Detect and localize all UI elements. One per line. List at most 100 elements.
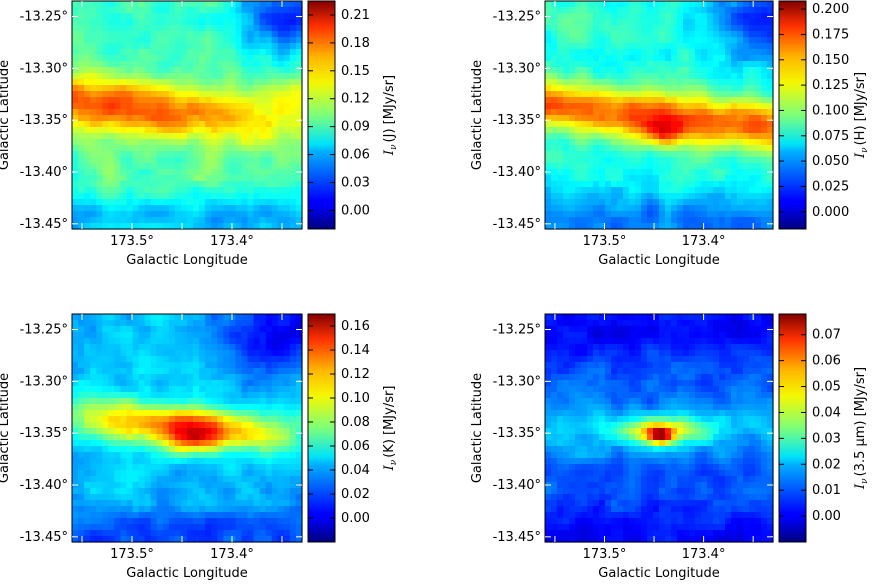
heatmap-cell bbox=[755, 175, 762, 182]
heatmap-cell bbox=[133, 476, 140, 483]
heatmap-cell bbox=[199, 416, 206, 423]
heatmap-cell bbox=[102, 344, 109, 351]
heatmap-cell bbox=[743, 139, 750, 146]
heatmap-cell bbox=[266, 121, 273, 128]
heatmap-cell bbox=[278, 344, 285, 351]
heatmap-cell bbox=[157, 67, 164, 74]
heatmap-cell bbox=[217, 386, 224, 393]
heatmap-cell bbox=[211, 49, 218, 56]
heatmap-cell bbox=[695, 175, 702, 182]
heatmap-cell bbox=[581, 404, 588, 411]
heatmap-cell bbox=[169, 488, 176, 495]
heatmap-cell bbox=[90, 121, 97, 128]
heatmap-cell bbox=[683, 67, 690, 74]
heatmap-cell bbox=[749, 19, 756, 26]
heatmap-cell bbox=[707, 139, 714, 146]
heatmap-cell bbox=[108, 488, 115, 495]
heatmap-cell bbox=[169, 133, 176, 140]
heatmap-cell bbox=[248, 145, 255, 152]
heatmap-cell bbox=[90, 476, 97, 483]
heatmap-cell bbox=[635, 199, 642, 206]
heatmap-cell bbox=[199, 320, 206, 327]
heatmap-cell bbox=[108, 31, 115, 38]
heatmap-cell bbox=[211, 434, 218, 441]
heatmap-cell bbox=[223, 416, 230, 423]
heatmap-cell bbox=[284, 169, 291, 176]
heatmap-cell bbox=[707, 145, 714, 152]
heatmap-cell bbox=[563, 49, 570, 56]
heatmap-cell bbox=[169, 7, 176, 14]
y-tick-label: -13.40° bbox=[20, 478, 68, 493]
heatmap-cell bbox=[235, 368, 242, 375]
heatmap-cell bbox=[659, 187, 666, 194]
heatmap-cell bbox=[557, 211, 564, 218]
heatmap-cell bbox=[169, 193, 176, 200]
heatmap-cell bbox=[157, 85, 164, 92]
heatmap-cell bbox=[599, 512, 606, 519]
heatmap-cell bbox=[575, 79, 582, 86]
heatmap-cell bbox=[563, 428, 570, 435]
heatmap-cell bbox=[211, 512, 218, 519]
heatmap-cell bbox=[587, 398, 594, 405]
heatmap-cell bbox=[181, 145, 188, 152]
heatmap-cell bbox=[145, 494, 152, 501]
heatmap-cell bbox=[157, 416, 164, 423]
heatmap-cell bbox=[241, 85, 248, 92]
heatmap-cell bbox=[145, 380, 152, 387]
heatmap-cell bbox=[193, 452, 200, 459]
heatmap-cell bbox=[743, 109, 750, 116]
heatmap-cell bbox=[581, 428, 588, 435]
heatmap-cell bbox=[145, 199, 152, 206]
heatmap-cell bbox=[84, 446, 91, 453]
heatmap-cell bbox=[102, 524, 109, 531]
heatmap-cell bbox=[605, 7, 612, 14]
heatmap-cell bbox=[199, 127, 206, 134]
heatmap-cell bbox=[133, 133, 140, 140]
heatmap-cell bbox=[665, 67, 672, 74]
heatmap-cell bbox=[235, 398, 242, 405]
heatmap-cell bbox=[545, 350, 552, 357]
heatmap-cell bbox=[211, 133, 218, 140]
heatmap-cell bbox=[217, 175, 224, 182]
heatmap-cell bbox=[84, 518, 91, 525]
heatmap-cell bbox=[139, 350, 146, 357]
heatmap-cell bbox=[713, 91, 720, 98]
heatmap-cell bbox=[731, 109, 738, 116]
heatmap-cell bbox=[272, 205, 279, 212]
heatmap-cell bbox=[569, 434, 576, 441]
heatmap-cell bbox=[241, 115, 248, 122]
heatmap-cell bbox=[653, 109, 660, 116]
heatmap-cell bbox=[605, 482, 612, 489]
heatmap-cell bbox=[665, 217, 672, 224]
heatmap-cell bbox=[587, 217, 594, 224]
heatmap-cell bbox=[120, 506, 127, 513]
heatmap-cell bbox=[593, 79, 600, 86]
panel-3: 173.5°173.4°-13.25°-13.30°-13.35°-13.40°… bbox=[0, 314, 399, 581]
heatmap-cell bbox=[72, 103, 79, 110]
heatmap-cell bbox=[193, 217, 200, 224]
heatmap-cell bbox=[139, 332, 146, 339]
heatmap-cell bbox=[223, 97, 230, 104]
y-tick-label: -13.25° bbox=[20, 10, 68, 25]
heatmap-cell bbox=[120, 320, 127, 327]
heatmap-cell bbox=[241, 97, 248, 104]
heatmap-cell bbox=[211, 332, 218, 339]
heatmap-cell bbox=[290, 386, 297, 393]
heatmap-cell bbox=[139, 85, 146, 92]
heatmap-cell bbox=[266, 314, 273, 321]
heatmap-cell bbox=[157, 175, 164, 182]
heatmap-cell bbox=[617, 55, 624, 62]
heatmap-cell bbox=[108, 211, 115, 218]
heatmap-cell bbox=[241, 452, 248, 459]
heatmap-cell bbox=[84, 73, 91, 80]
heatmap-cell bbox=[737, 127, 744, 134]
heatmap-cell bbox=[175, 488, 182, 495]
heatmap-cell bbox=[133, 434, 140, 441]
heatmap-cell bbox=[84, 482, 91, 489]
heatmap-cell bbox=[157, 464, 164, 471]
heatmap-cell bbox=[635, 151, 642, 158]
heatmap-cell bbox=[241, 386, 248, 393]
heatmap-cell bbox=[575, 211, 582, 218]
heatmap-cell bbox=[133, 500, 140, 507]
heatmap-cell bbox=[707, 199, 714, 206]
